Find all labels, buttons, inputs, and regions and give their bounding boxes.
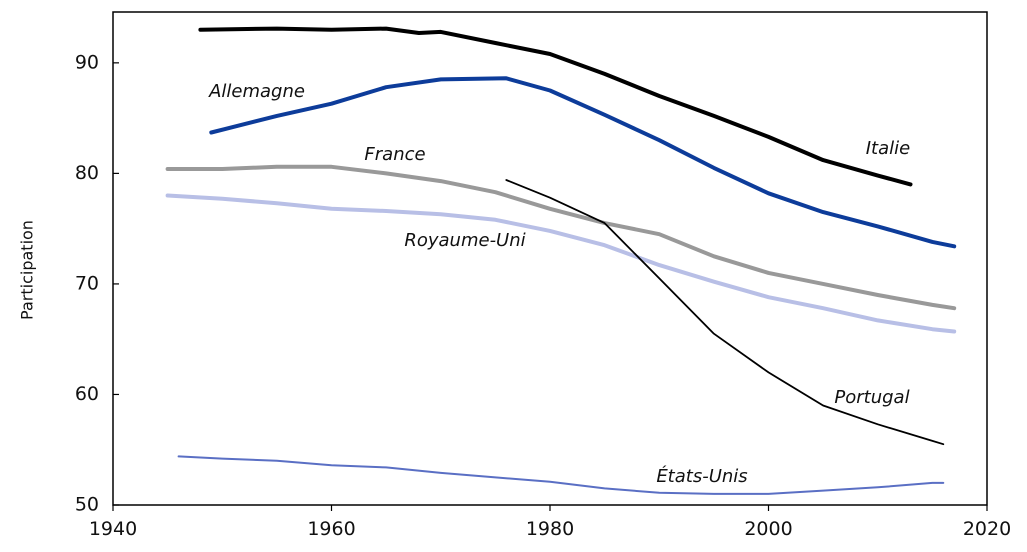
series-label: États-Unis [656, 465, 747, 487]
y-axis-title: Participation [18, 220, 37, 320]
series-label: Royaume-Uni [404, 230, 525, 251]
series-line [505, 179, 945, 446]
x-tick-label: 1980 [526, 518, 574, 540]
y-tick-label: 60 [75, 383, 99, 405]
series-line [209, 76, 957, 249]
series-line [198, 26, 913, 187]
x-tick-label: 2000 [744, 518, 792, 540]
series-line [165, 193, 957, 334]
y-tick-label: 80 [75, 162, 99, 184]
y-tick-label: 50 [75, 494, 99, 516]
series-line [177, 455, 945, 495]
series-label: France [364, 144, 425, 165]
series-label: Italie [866, 138, 910, 159]
series-label: Allemagne [208, 81, 305, 102]
x-tick-label: 1960 [307, 518, 355, 540]
x-tick-label: 2020 [963, 518, 1011, 540]
y-tick-label: 70 [75, 272, 99, 294]
x-tick-label: 1940 [89, 518, 137, 540]
series-label: Portugal [834, 387, 909, 408]
y-tick-label: 90 [75, 51, 99, 73]
series-line [165, 164, 957, 311]
